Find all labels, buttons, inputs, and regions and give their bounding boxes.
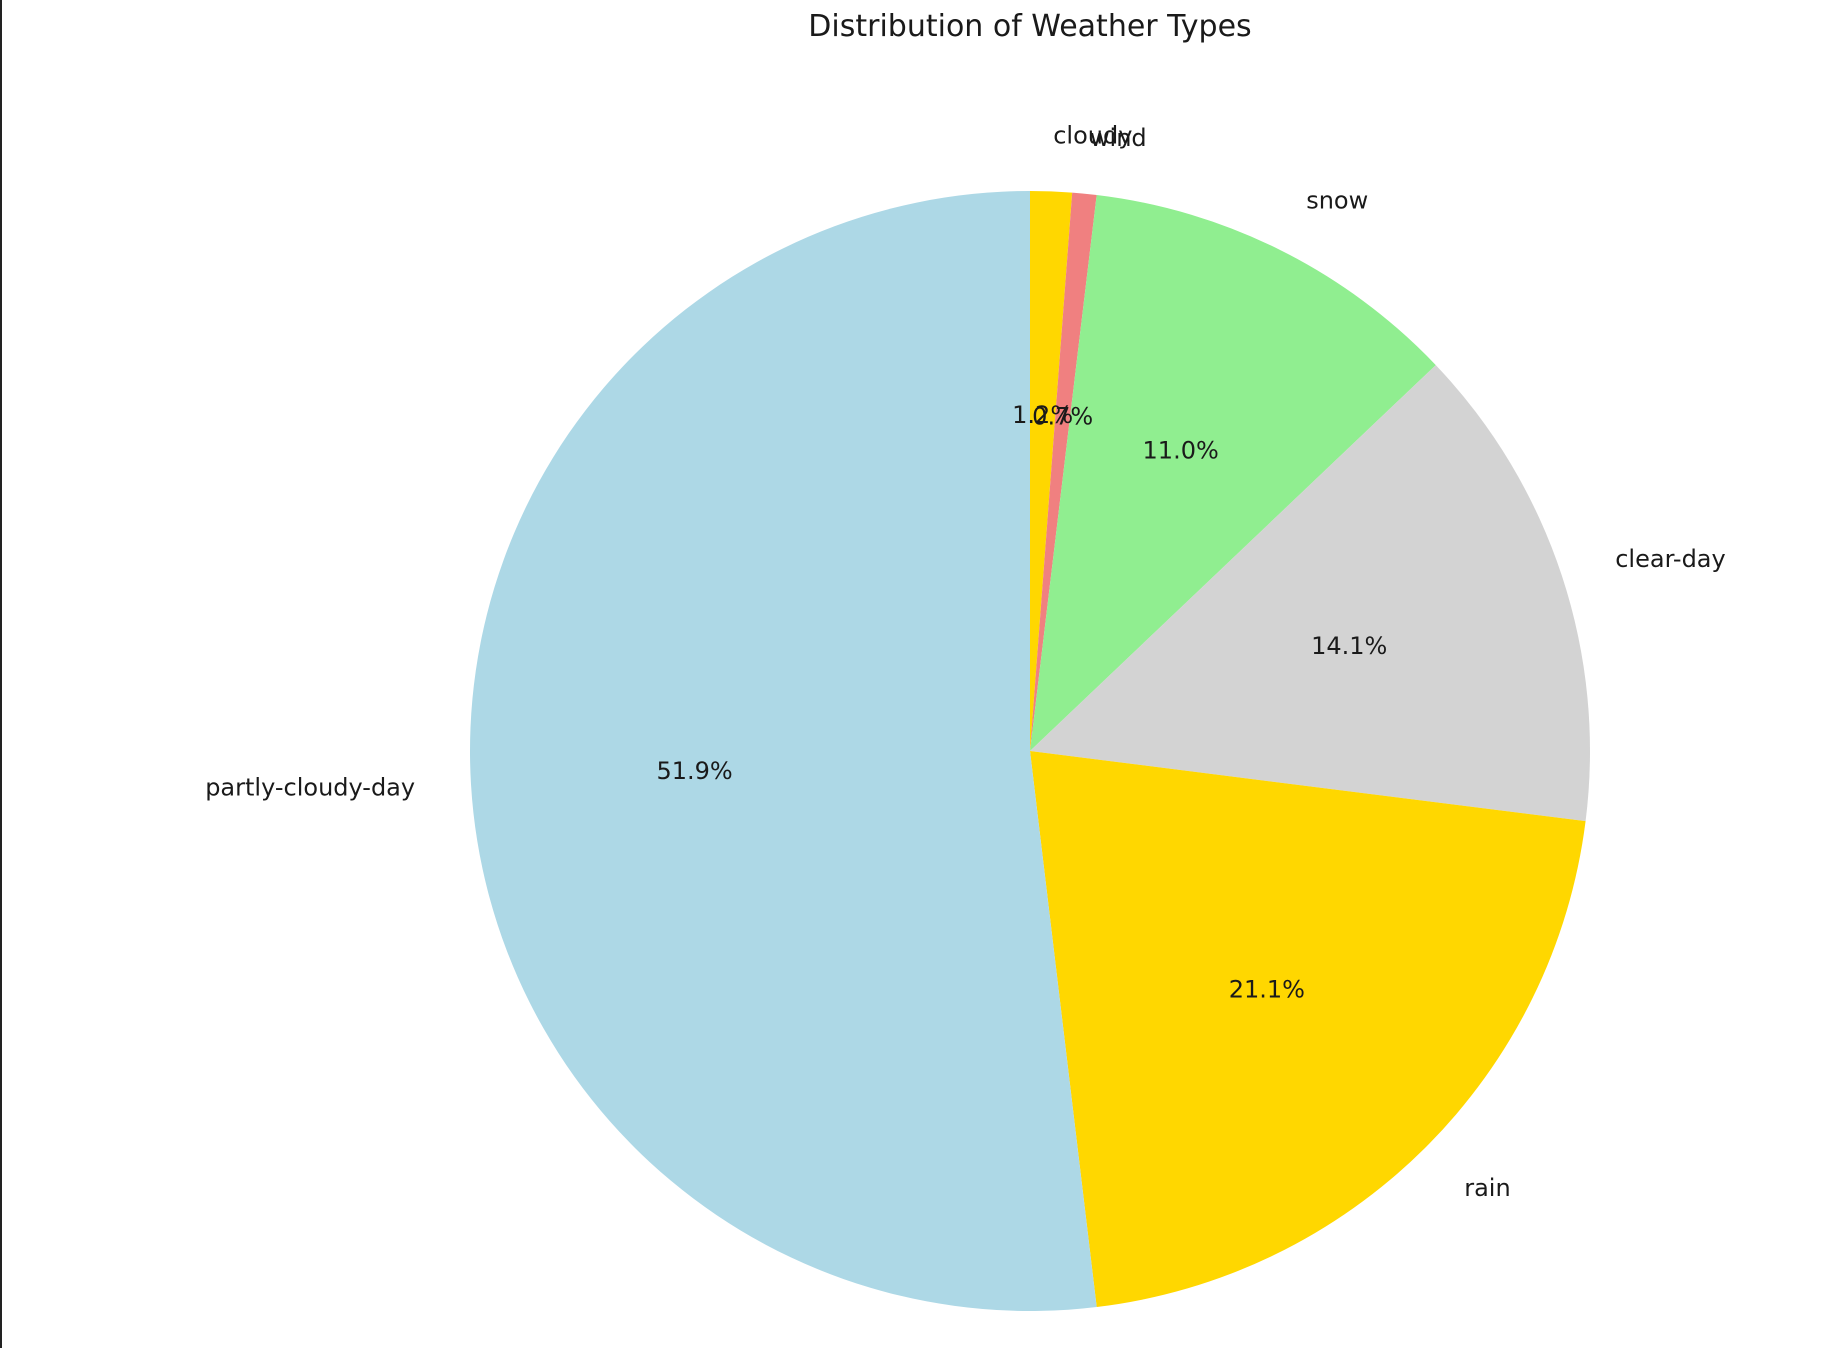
- category-label-clear-day: clear-day: [1615, 545, 1725, 573]
- pct-label-partly-cloudy-day: 51.9%: [656, 757, 732, 785]
- category-label-cloudy: cloudy: [1053, 121, 1132, 149]
- pie-slices: [470, 191, 1591, 1311]
- pct-label-cloudy: 1.2%: [1012, 401, 1073, 429]
- category-label-snow: snow: [1306, 186, 1368, 214]
- pct-label-snow: 11.0%: [1143, 437, 1219, 465]
- pie-slice-rain: [1030, 751, 1586, 1308]
- pie-slice-snow: [1030, 194, 1436, 752]
- chart-title: Distribution of Weather Types: [808, 9, 1251, 44]
- pie-slice-partly-cloudy-day: [470, 191, 1097, 1311]
- pct-label-rain: 21.1%: [1229, 975, 1305, 1003]
- pie-percent-labels: 1.2%0.7% 11.0% 14.1% 21.1% 51.9%: [656, 401, 1387, 1003]
- category-label-partly-cloudy-day: partly-cloudy-day: [205, 774, 415, 802]
- pct-label-clear-day: 14.1%: [1311, 632, 1387, 660]
- pct-label-wind: 0.7%: [1032, 403, 1093, 431]
- pie-slice-cloudy: [1030, 191, 1073, 751]
- pie-slice-clear-day: [1030, 365, 1591, 822]
- category-label-rain: rain: [1464, 1174, 1510, 1202]
- pie-slice-wind: [1030, 192, 1097, 752]
- category-label-wind: wind: [1090, 124, 1147, 152]
